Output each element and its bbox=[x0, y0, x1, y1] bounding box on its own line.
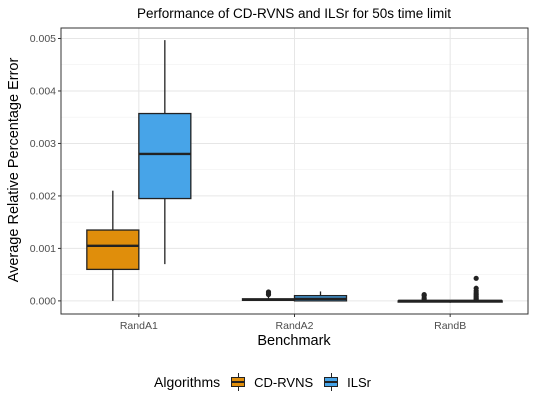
legend-key-cd-rvns bbox=[230, 373, 248, 391]
legend: Algorithms CD-RVNS ILSr bbox=[0, 373, 535, 391]
chart-title: Performance of CD-RVNS and ILSr for 50s … bbox=[136, 6, 452, 21]
x-tick-label: RandA1 bbox=[120, 320, 158, 332]
box-ilsr bbox=[138, 112, 192, 200]
legend-item-cd-rvns: CD-RVNS bbox=[230, 373, 313, 391]
outlier-point-cd-rvns bbox=[421, 291, 427, 298]
y-tick-label: 0.002 bbox=[30, 190, 56, 202]
y-tick-label: 0.005 bbox=[30, 33, 56, 45]
outlier-point-cd-rvns bbox=[265, 289, 272, 295]
y-tick-label: 0.004 bbox=[30, 85, 56, 97]
y-tick-label: 0.001 bbox=[30, 243, 56, 255]
y-tick-label: 0.000 bbox=[30, 295, 56, 307]
x-axis-label: Benchmark bbox=[257, 333, 331, 349]
x-tick-label: RandA2 bbox=[276, 320, 314, 332]
plot-border bbox=[60, 27, 529, 315]
x-tick-label: RandB bbox=[434, 320, 466, 332]
outlier-point-ilsr bbox=[473, 285, 479, 291]
legend-item-ilsr: ILSr bbox=[323, 373, 371, 391]
box-cd-rvns bbox=[86, 229, 140, 271]
y-axis-label: Average Relative Percentage Error bbox=[6, 57, 22, 283]
legend-title: Algorithms bbox=[154, 374, 221, 390]
outlier-point-ilsr bbox=[473, 275, 479, 281]
legend-label-ilsr: ILSr bbox=[347, 374, 371, 390]
y-tick-label: 0.003 bbox=[30, 138, 56, 150]
legend-label-cd-rvns: CD-RVNS bbox=[254, 374, 314, 390]
legend-key-ilsr bbox=[323, 373, 341, 391]
